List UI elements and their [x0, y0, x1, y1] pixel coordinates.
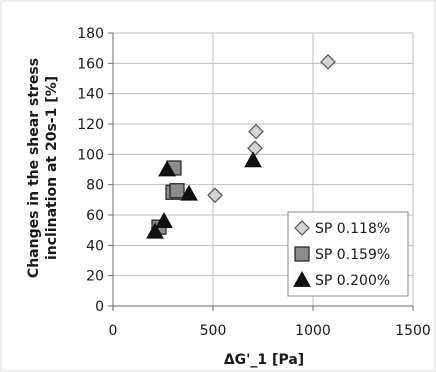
x-tick-label: 0 [109, 323, 118, 339]
y-tick-label: 140 [77, 87, 104, 103]
legend-label-sp-0200: SP 0.200% [315, 273, 390, 289]
data-point-diamond [207, 187, 223, 204]
legend-marker-square [294, 246, 310, 262]
y-axis-title-line-1: Changes in the shear stress [26, 58, 42, 278]
tick-labels: 0 20 40 60 80 100 120 140 160 180 0 500 1000 1500 [77, 26, 431, 339]
data-point-triangle [180, 184, 198, 201]
legend-markers [293, 220, 311, 287]
y-tick-label: 120 [77, 117, 104, 133]
y-tick-label: 40 [86, 238, 104, 254]
y-tick-label: 60 [86, 208, 104, 224]
y-tick-label: 80 [86, 178, 104, 194]
y-tick-label: 160 [77, 56, 104, 72]
x-tick-label: 1500 [395, 323, 431, 339]
legend: SP 0.118% SP 0.159% SP 0.200% [287, 211, 409, 297]
legend-marker-triangle [293, 270, 311, 287]
y-tick-label: 100 [77, 147, 104, 163]
data-point-diamond [320, 53, 336, 70]
x-tick-label: 1000 [295, 323, 331, 339]
y-tick-label: 20 [86, 269, 104, 285]
y-tick-label: 0 [95, 299, 104, 315]
data-point-diamond [248, 123, 264, 140]
data-points [146, 53, 336, 239]
x-tick-label: 500 [200, 323, 227, 339]
x-axis-title: ΔG'_1 [Pa] [224, 352, 304, 368]
data-point-triangle [244, 151, 262, 168]
legend-label-sp-0159: SP 0.159% [315, 247, 390, 263]
legend-marker-diamond [294, 220, 310, 236]
data-point-triangle [155, 212, 173, 228]
axes [108, 32, 414, 311]
data-point-triangle [146, 222, 164, 239]
legend-label-sp-0118: SP 0.118% [315, 221, 390, 237]
data-point-triangle [158, 160, 176, 177]
data-point-square [169, 183, 185, 199]
y-tick-label: 180 [77, 26, 104, 42]
y-axis-title-line-2: inclination at 20s-1 [%] [44, 76, 60, 260]
